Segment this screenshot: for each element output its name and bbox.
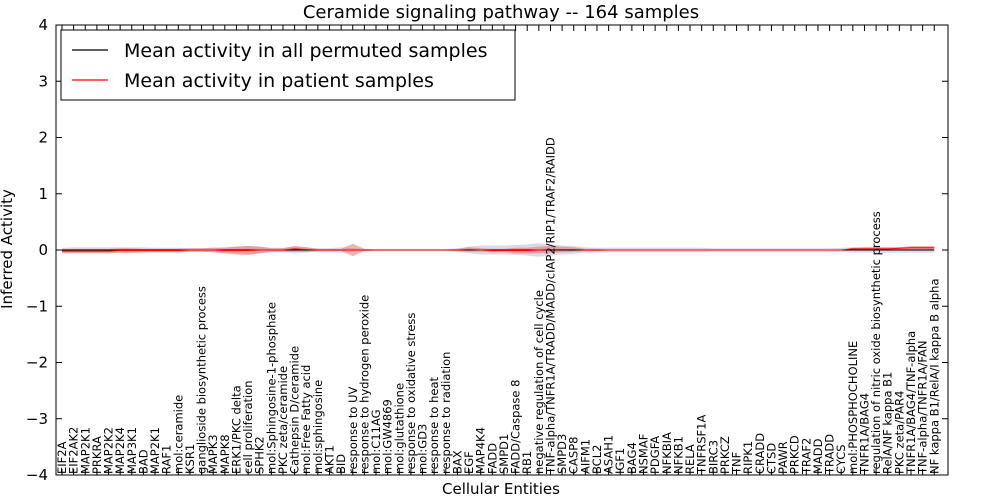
x-tick-label: ERK1/PKC delta xyxy=(229,385,243,474)
legend-label-permuted: Mean activity in all permuted samples xyxy=(124,40,487,62)
x-tick-label: NFKBIA xyxy=(660,432,674,474)
x-tick-label: ASAH1 xyxy=(602,435,616,474)
x-tick-label: SMPD1 xyxy=(497,434,511,474)
x-tick-label: MAP2K4 xyxy=(113,427,127,474)
y-tick-label: −1 xyxy=(26,297,48,315)
x-tick-label: regulation of nitric oxide biosynthetic … xyxy=(869,211,883,474)
y-tick-label: 0 xyxy=(38,241,48,259)
x-tick-label: mol:glutathione xyxy=(392,383,406,474)
x-tick-label: RIPK1 xyxy=(741,441,755,474)
x-tick-label: negative regulation of cell cycle xyxy=(532,290,546,474)
x-tick-label: AKT1 xyxy=(322,445,336,474)
x-tick-label: mol:Sphingosine-1-phosphate xyxy=(264,302,278,474)
y-tick-label: −2 xyxy=(26,354,48,372)
x-tick-label: mol:Free Fatty acid xyxy=(299,365,313,474)
x-tick-label: ganglioside biosynthetic process xyxy=(195,286,209,474)
x-tick-labels: EIF2AEIF2AK2MAP2K1PRKRAMAP2K2MAP2K4MAP3K… xyxy=(55,137,941,475)
plot-frame xyxy=(55,24,949,476)
legend-label-patient: Mean activity in patient samples xyxy=(124,70,434,92)
x-tick-label: RelA/NF kappa B1 xyxy=(881,372,895,474)
x-tick-label: MAPK8 xyxy=(218,434,232,474)
x-tick-label: EIF2AK2 xyxy=(67,427,81,474)
x-tick-label: TNF-alpha/TNFR1A/TRADD/MADD/cIAP2/RIP1/T… xyxy=(543,137,557,475)
x-tick-label: KSR1 xyxy=(183,444,197,474)
x-tick-label: MAPK3 xyxy=(206,434,220,474)
x-tick-label: TNFR1A/BAG4/TNF-alpha xyxy=(904,331,918,475)
x-tick-label: CYCS xyxy=(834,444,848,474)
x-tick-label: BIRC3 xyxy=(706,440,720,474)
x-tick-label: TNFR1A/BAG4 xyxy=(857,393,871,475)
x-tick-label: mol:C11AG xyxy=(369,409,383,474)
x-tick-label: EGF xyxy=(462,451,476,474)
x-tick-label: PKC zeta/ceramide xyxy=(276,366,290,474)
x-tick-label: RB1 xyxy=(520,451,534,474)
x-tick-label: PRKCD xyxy=(788,435,802,474)
x-tick-label: FADD/Caspase 8 xyxy=(509,380,523,474)
x-tick-label: TRADD xyxy=(823,434,837,475)
x-tick-label: MADD xyxy=(811,438,825,474)
x-tick-label: TNFRSF1A xyxy=(695,415,709,475)
y-tick-label: 4 xyxy=(38,16,48,34)
x-tick-label: IGF1 xyxy=(613,448,627,474)
x-tick-label: MAP2K1 xyxy=(78,427,92,474)
x-tick-label: PRKRA xyxy=(90,436,104,474)
legend: Mean activity in all permuted samples Me… xyxy=(60,29,516,101)
x-tick-label: response to heat xyxy=(427,377,441,474)
x-tick-label: response to hydrogen peroxide xyxy=(357,295,371,474)
y-tick-label: −4 xyxy=(26,466,48,484)
x-tick-label: MAP4K4 xyxy=(474,427,488,474)
x-tick-label: response to UV xyxy=(346,386,360,474)
y-tick-labels: −4 −3 −2 −1 0 1 2 3 4 xyxy=(26,16,48,484)
x-tick-label: PRKCZ xyxy=(718,436,732,474)
x-tick-label: PAWR xyxy=(776,441,790,474)
x-tick-label: MAP2K1 xyxy=(148,427,162,474)
x-axis-label: Cellular Entities xyxy=(442,480,560,498)
x-tick-label: NSMAF xyxy=(637,434,651,474)
x-tick-label: NF kappa B1/RelA/I kappa B alpha xyxy=(927,278,941,474)
x-tick-label: AIFM1 xyxy=(578,439,592,474)
x-tick-label: mol:sphingosine xyxy=(311,380,325,474)
x-tick-label: mol:GD3 xyxy=(416,424,430,474)
x-tick-label: cell proliferation xyxy=(241,380,255,474)
x-tick-label: SMPD3 xyxy=(555,434,569,474)
x-tick-label: MAP3K1 xyxy=(125,427,139,474)
x-tick-label: mol:GW4869 xyxy=(381,399,395,474)
x-tick-label: BAX xyxy=(450,450,464,474)
y-tick-label: −3 xyxy=(26,410,48,428)
line-series-2 xyxy=(62,247,935,252)
x-tick-label: response to oxidative stress xyxy=(404,313,418,474)
y-tick-label: 1 xyxy=(38,185,48,203)
x-tick-label: SPHK2 xyxy=(253,436,267,474)
x-tick-label: CTSD xyxy=(764,443,778,474)
x-tick-label: PKC zeta/PAR4 xyxy=(892,391,906,474)
x-tick-label: MAP2K2 xyxy=(102,427,116,474)
y-tick-label: 2 xyxy=(38,129,48,147)
x-tick-label: BAG4 xyxy=(625,442,639,474)
x-tick-label: BID xyxy=(334,454,348,474)
x-tick-label: FADD xyxy=(485,443,499,474)
x-tick-label: EIF2A xyxy=(55,441,69,474)
y-tick-label: 3 xyxy=(38,72,48,90)
x-tick-label: NFKB1 xyxy=(671,436,685,474)
x-tick-label: Cathepsin D/ceramide xyxy=(288,346,302,474)
x-tick-label: BAD xyxy=(136,449,150,474)
x-tick-label: PDGFA xyxy=(648,436,662,474)
x-tick-label: RAF1 xyxy=(160,445,174,474)
x-tick-label: mol:PHOSPHOCHOLINE xyxy=(846,341,860,474)
x-tick-label: BCL2 xyxy=(590,445,604,474)
x-tick-label: RELA xyxy=(683,444,697,474)
series-lines xyxy=(62,247,935,252)
y-axis-label: Inferred Activity xyxy=(0,189,16,309)
x-tick-label: mol:ceramide xyxy=(171,395,185,474)
x-tick-label: CASP8 xyxy=(567,437,581,474)
x-tick-label: TNF-alpha/TNFR1A/FAN xyxy=(916,341,930,475)
x-tick-label: TNF xyxy=(730,452,744,475)
legend-frame xyxy=(60,29,516,101)
x-tick-label: response to radiation xyxy=(439,352,453,474)
chart-title: Ceramide signaling pathway -- 164 sample… xyxy=(303,2,699,23)
x-tick-label: TRAF2 xyxy=(799,438,813,475)
x-tick-label: CRADD xyxy=(753,433,767,474)
